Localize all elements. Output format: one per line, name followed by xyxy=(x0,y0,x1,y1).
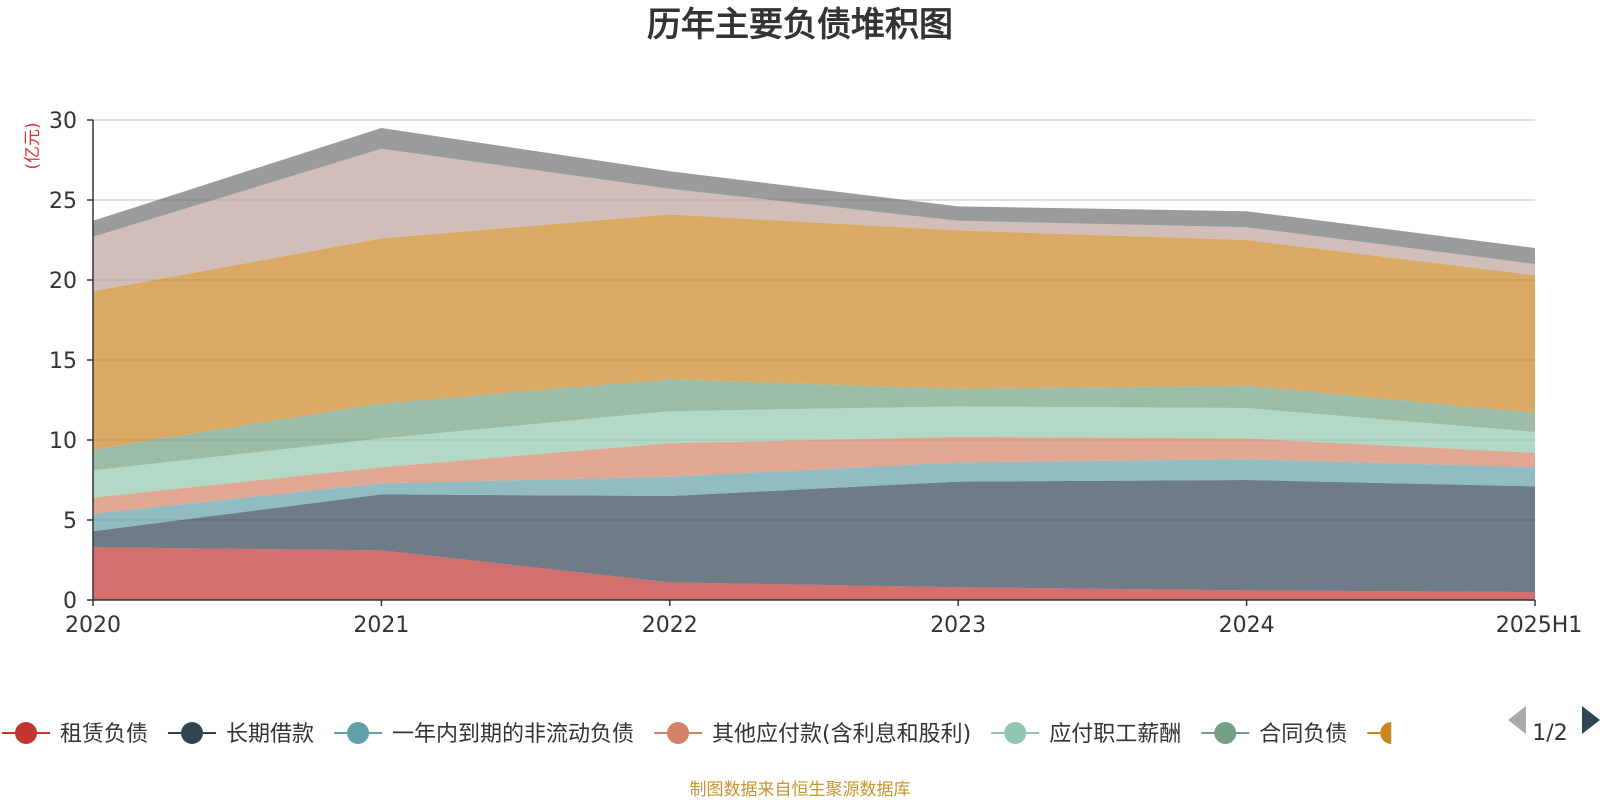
legend-item[interactable]: 应付职工薪酬 xyxy=(991,722,1181,747)
triangle-left-icon[interactable] xyxy=(1508,706,1526,734)
source-note: 制图数据来自恒生聚源数据库 xyxy=(690,780,911,800)
legend-item[interactable]: 合同负债 xyxy=(1201,722,1347,747)
chart-title: 历年主要负债堆积图 xyxy=(647,5,953,45)
area-series-5 xyxy=(93,406,1535,498)
legend-item-partial xyxy=(1367,722,1392,744)
legend-marker-icon xyxy=(347,722,370,744)
legend-item[interactable]: 其他应付款(含利息和股利) xyxy=(654,722,971,747)
legend-label: 一年内到期的非流动负债 xyxy=(392,722,634,747)
legend-item[interactable]: 租赁负债 xyxy=(2,722,148,747)
legend-label: 应付职工薪酬 xyxy=(1049,722,1181,747)
area-series-8 xyxy=(93,148,1535,292)
legend-marker-icon xyxy=(15,722,37,744)
area-series-1 xyxy=(93,547,1535,600)
legend-label: 租赁负债 xyxy=(60,722,148,747)
legend-label: 长期借款 xyxy=(226,722,314,747)
legend-marker-icon xyxy=(181,722,204,744)
legend-page-indicator: 1/2 xyxy=(1532,721,1567,746)
area-series-7 xyxy=(93,214,1535,450)
legend-item[interactable]: 一年内到期的非流动负债 xyxy=(334,722,634,747)
x-tick-label: 2025H1 xyxy=(1496,613,1583,638)
y-tick-label: 20 xyxy=(49,269,77,294)
x-tick-label: 2022 xyxy=(642,613,698,638)
stacked-areas xyxy=(93,128,1535,600)
legend-label: 其他应付款(含利息和股利) xyxy=(712,722,971,747)
area-series-4 xyxy=(93,436,1535,514)
area-series-6 xyxy=(93,379,1535,471)
x-tick-label: 2024 xyxy=(1219,613,1275,638)
y-tick-label: 25 xyxy=(49,189,77,214)
axes: 0 5 10 15 20 25 30 2020 2021 2022 2023 2024 2025H1 xyxy=(49,109,1582,638)
legend: 租赁负债 长期借款 一年内到期的非流动负债 其他应付款(含利息和股利) 应付职工薪酬 合同… xyxy=(2,722,1392,747)
y-tick-label: 5 xyxy=(63,509,77,534)
legend-item[interactable]: 长期借款 xyxy=(168,722,314,747)
legend-label: 合同负债 xyxy=(1259,722,1347,747)
y-tick-label: 15 xyxy=(49,349,77,374)
legend-marker-icon xyxy=(1380,722,1392,744)
x-tick-label: 2021 xyxy=(353,613,409,638)
y-tick-label: 0 xyxy=(63,589,77,614)
y-tick-label: 30 xyxy=(49,109,77,134)
triangle-right-icon[interactable] xyxy=(1582,706,1600,734)
y-axis-unit-label: (亿元) xyxy=(23,122,43,169)
legend-pager: 1/2 xyxy=(1508,706,1600,746)
x-tick-label: 2023 xyxy=(930,613,986,638)
x-tick-label: 2020 xyxy=(65,613,121,638)
legend-marker-icon xyxy=(667,722,690,744)
y-tick-label: 10 xyxy=(49,429,77,454)
area-series-9 xyxy=(93,128,1535,264)
area-series-3 xyxy=(93,459,1535,532)
area-series-2 xyxy=(93,480,1535,592)
legend-marker-icon xyxy=(1214,722,1237,744)
legend-marker-icon xyxy=(1004,722,1027,744)
